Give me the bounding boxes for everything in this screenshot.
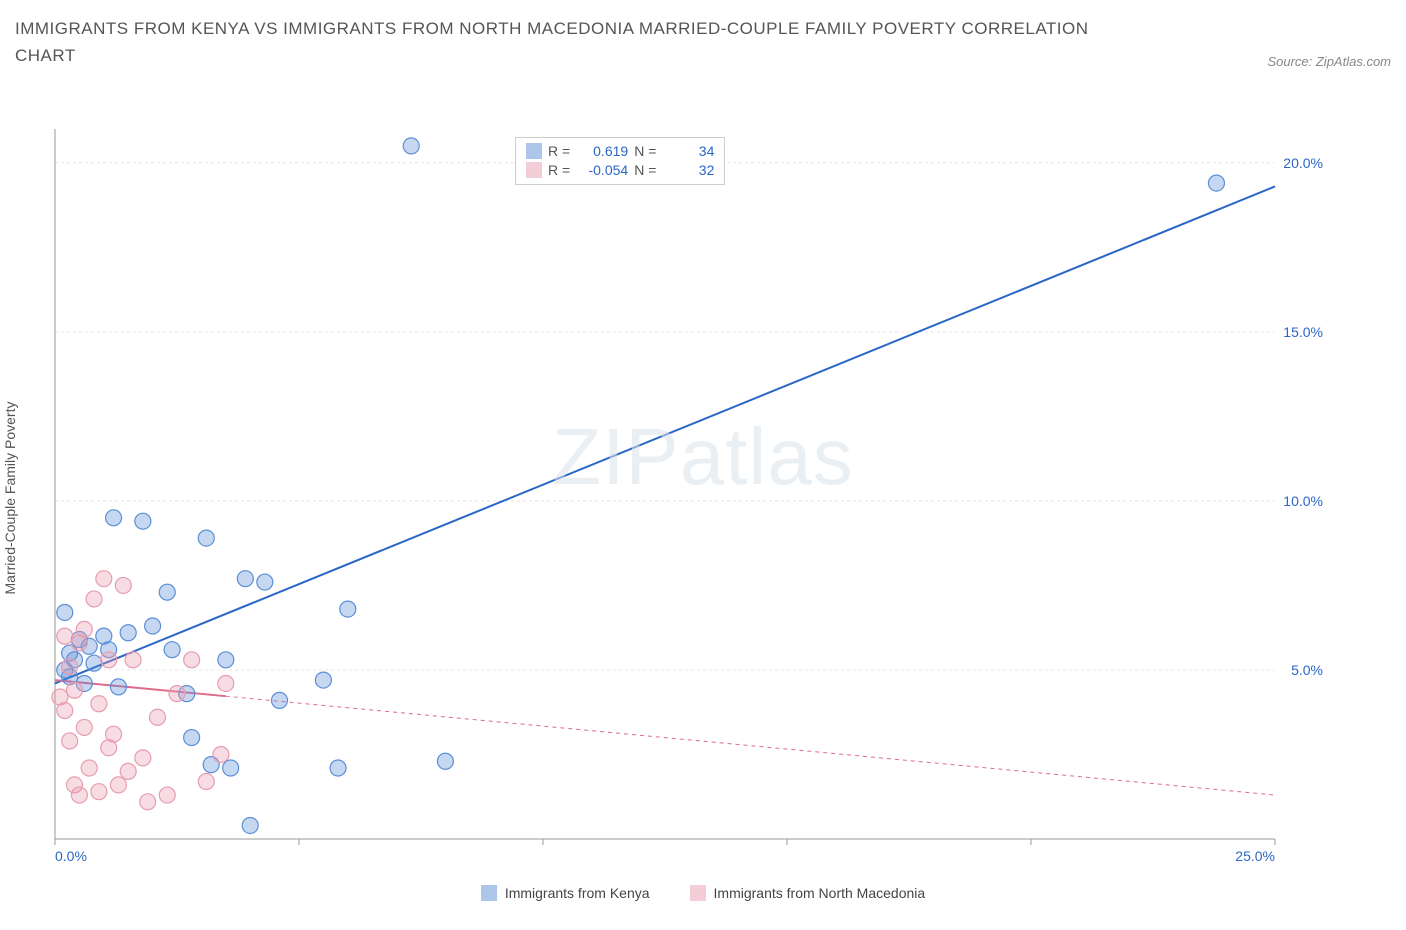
svg-text:20.0%: 20.0% [1283, 155, 1323, 171]
bottom-legend-item-0: Immigrants from Kenya [481, 885, 650, 901]
svg-text:0.0%: 0.0% [55, 848, 87, 864]
r-value-0: 0.619 [576, 142, 628, 160]
scatter-chart: 5.0% 10.0% 15.0% 20.0% 0.0% 25.0% [15, 79, 1335, 879]
svg-text:15.0%: 15.0% [1283, 324, 1323, 340]
swatch-bottom-0 [481, 885, 497, 901]
bottom-legend-item-1: Immigrants from North Macedonia [690, 885, 926, 901]
r-label-1: R = [548, 161, 570, 179]
swatch-series-1 [526, 162, 542, 178]
swatch-series-0 [526, 143, 542, 159]
y-axis-label: Married-Couple Family Poverty [2, 402, 18, 595]
n-value-1: 32 [662, 161, 714, 179]
source-attribution: Source: ZipAtlas.com [1267, 54, 1391, 69]
svg-text:5.0%: 5.0% [1291, 662, 1323, 678]
swatch-bottom-1 [690, 885, 706, 901]
n-value-0: 34 [662, 142, 714, 160]
n-label-0: N = [634, 142, 656, 160]
r-label-0: R = [548, 142, 570, 160]
bottom-legend-label-1: Immigrants from North Macedonia [714, 885, 926, 901]
bottom-legend-label-0: Immigrants from Kenya [505, 885, 650, 901]
chart-title: IMMIGRANTS FROM KENYA VS IMMIGRANTS FROM… [15, 15, 1115, 69]
stats-row-series-1: R = -0.054 N = 32 [526, 161, 714, 179]
svg-text:25.0%: 25.0% [1235, 848, 1275, 864]
chart-container: Married-Couple Family Poverty ZIPatlas R… [15, 79, 1391, 901]
stats-row-series-0: R = 0.619 N = 34 [526, 142, 714, 160]
stats-legend: R = 0.619 N = 34 R = -0.054 N = 32 [515, 137, 725, 184]
bottom-legend: Immigrants from Kenya Immigrants from No… [15, 885, 1391, 901]
header-row: IMMIGRANTS FROM KENYA VS IMMIGRANTS FROM… [15, 15, 1391, 69]
svg-text:10.0%: 10.0% [1283, 493, 1323, 509]
r-value-1: -0.054 [576, 161, 628, 179]
n-label-1: N = [634, 161, 656, 179]
